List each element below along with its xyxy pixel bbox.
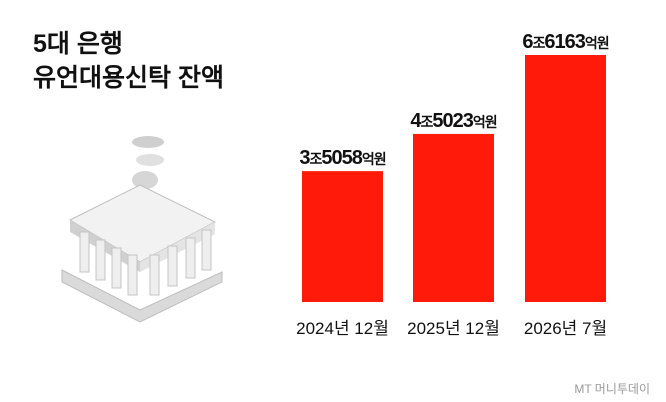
- x-tick-label: 2026년 7월: [524, 319, 607, 338]
- x-tick-label: 2024년 12월: [296, 319, 389, 338]
- bar: [302, 171, 383, 302]
- watermark: MT 머니투데이: [574, 382, 650, 396]
- value-label: 3조5058억원: [299, 147, 385, 169]
- x-tick-label: 2025년 12월: [407, 319, 500, 338]
- bar: [525, 55, 606, 302]
- chart-title: 유언대용신탁 잔액: [33, 64, 224, 92]
- bank-illustration: [61, 136, 223, 323]
- value-label: 6조6163억원: [522, 31, 608, 53]
- bar: [413, 133, 494, 302]
- value-label: 4조5023억원: [410, 110, 496, 132]
- chart-title: 5대 은행: [33, 30, 123, 58]
